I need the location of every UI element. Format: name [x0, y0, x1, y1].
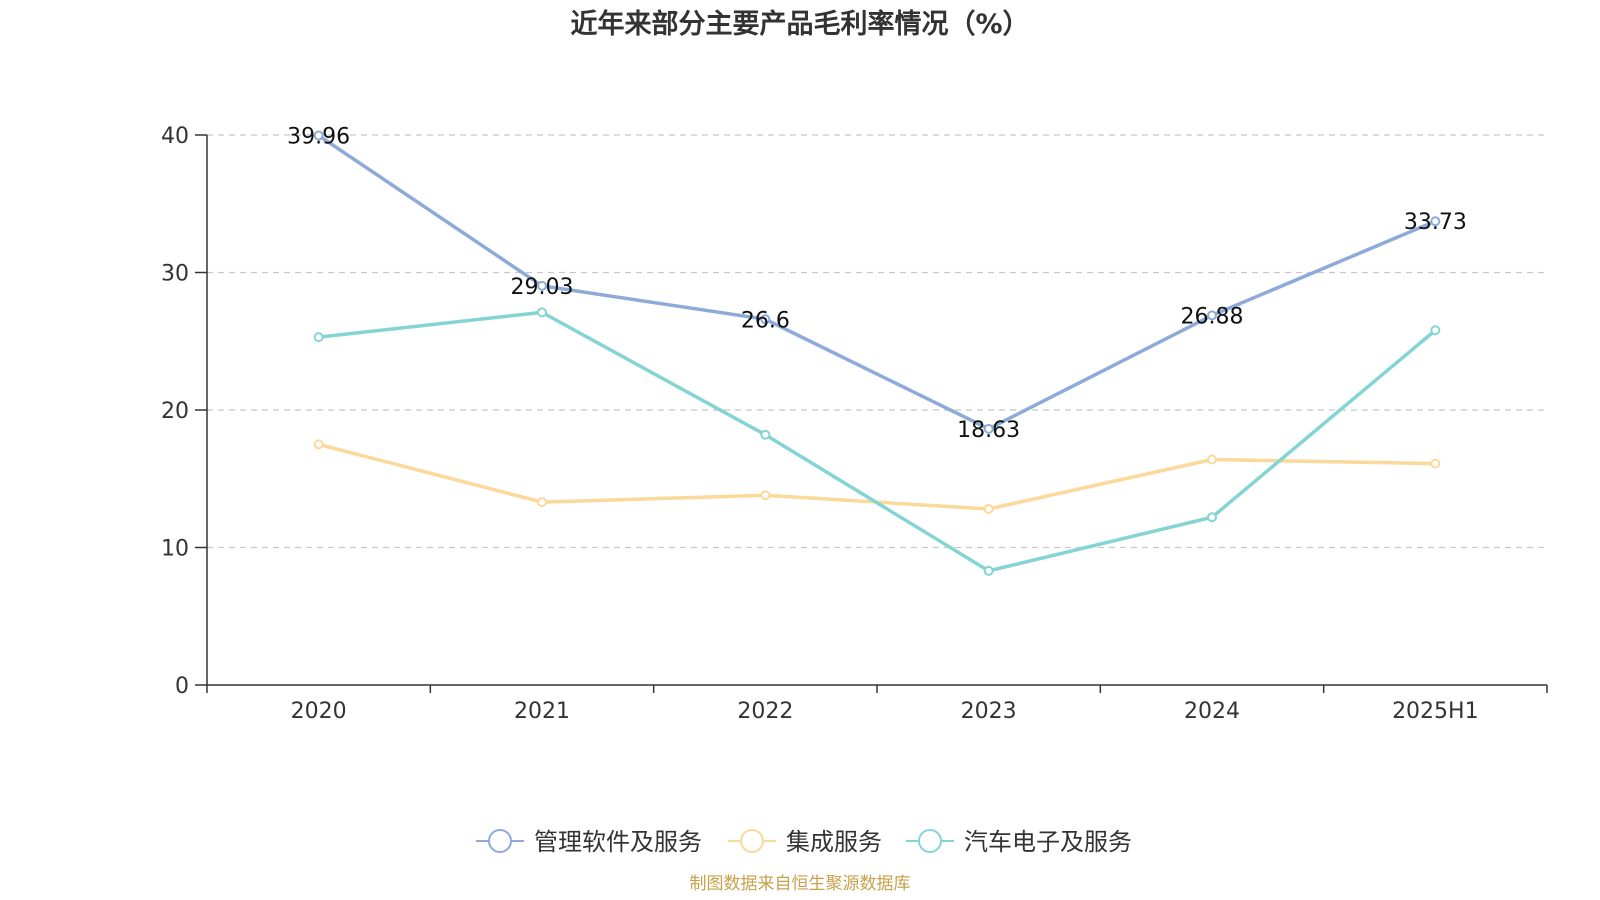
- x-tick-label: 2022: [737, 699, 793, 724]
- data-label: 39.96: [287, 125, 350, 150]
- data-point: [537, 307, 547, 318]
- legend-label: 汽车电子及服务: [964, 828, 1132, 856]
- data-label: 18.63: [957, 418, 1020, 443]
- y-tick-label: 30: [161, 262, 189, 287]
- legend-label: 管理软件及服务: [534, 828, 702, 856]
- data-label: 26.88: [1181, 304, 1244, 329]
- data-label: 29.03: [511, 275, 574, 300]
- legend-item: 集成服务: [728, 828, 882, 856]
- y-tick-label: 10: [161, 537, 189, 562]
- data-point: [313, 332, 324, 343]
- x-tick-label: 2021: [514, 699, 570, 724]
- axes: 0 10 20 30 40 2020 2021 2022 2023 2024 2025H1: [161, 124, 1548, 724]
- data-point: [983, 565, 994, 576]
- series-line: [318, 442, 1436, 511]
- legend-item: 汽车电子及服务: [906, 828, 1132, 856]
- x-tick-label: 2024: [1184, 699, 1240, 724]
- data-point: [313, 130, 324, 141]
- data-point: [760, 490, 771, 501]
- data-point: [1207, 512, 1217, 523]
- data-point: [1430, 458, 1441, 469]
- data-point: [1207, 310, 1217, 321]
- y-tick-label: 40: [161, 124, 189, 149]
- series-0: [313, 130, 1441, 434]
- legend-marker: [740, 829, 764, 853]
- grid-lines: [207, 134, 1547, 549]
- legend-marker: [918, 829, 942, 853]
- data-point: [983, 423, 994, 434]
- data-point: [760, 429, 771, 440]
- source-note: 制图数据来自恒生聚源数据库: [690, 874, 911, 894]
- series-line: [317, 134, 1437, 431]
- x-tick-label: 2025H1: [1392, 699, 1479, 724]
- y-tick-label: 20: [161, 399, 189, 424]
- data-point: [313, 439, 324, 450]
- data-point: [537, 497, 547, 508]
- legend: 管理软件及服务 集成服务 汽车电子及服务: [476, 828, 1132, 856]
- series-2: [313, 307, 1441, 576]
- legend-label: 集成服务: [786, 828, 882, 856]
- x-tick-label: 2020: [291, 699, 347, 724]
- data-point: [983, 504, 994, 514]
- data-point: [1430, 325, 1441, 336]
- data-point: [1207, 454, 1217, 465]
- data-label: 33.73: [1404, 210, 1467, 235]
- data-point: [1430, 216, 1441, 227]
- x-tick-label: 2023: [961, 699, 1017, 724]
- data-point: [760, 314, 771, 325]
- data-point: [537, 280, 547, 291]
- chart-title: 近年来部分主要产品毛利率情况（%）: [570, 8, 1029, 40]
- series-line: [318, 310, 1437, 573]
- y-tick-label: 0: [175, 674, 189, 699]
- data-labels: 39.96 29.03 26.6 18.63 26.88 33.73: [287, 125, 1467, 443]
- legend-item: 管理软件及服务: [476, 828, 702, 856]
- legend-marker: [488, 829, 512, 853]
- series-lines: [313, 130, 1441, 576]
- data-label: 26.6: [741, 308, 790, 333]
